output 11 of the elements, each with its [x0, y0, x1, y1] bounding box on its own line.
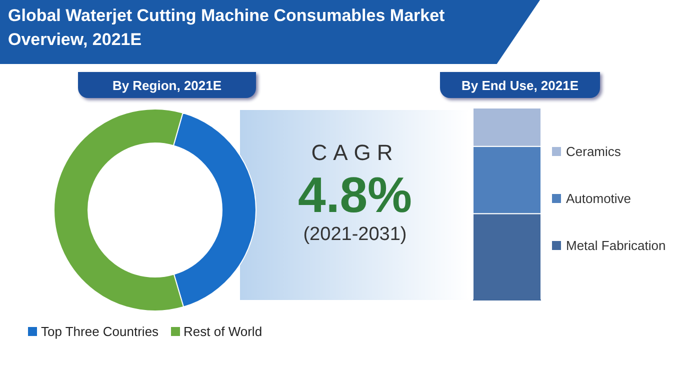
legend-label: Top Three Countries [40, 324, 159, 339]
text: (2021-2031) [302, 224, 408, 246]
legend-label: Ceramics [565, 144, 622, 159]
chart-title: Global Waterjet Cutting Machine Consumables Market Overview, 2021E [7, 5, 446, 51]
legend-label: Automotive [565, 191, 632, 206]
chart-subtitle: By Region, 2021E [78, 72, 256, 98]
text: 4.8% [297, 166, 413, 224]
chart-subtitle: By End Use, 2021E [440, 72, 600, 98]
series-label: Metal Fabrication [565, 238, 666, 253]
text: CAGR [310, 140, 400, 166]
legend-label: Rest of World [182, 324, 262, 339]
